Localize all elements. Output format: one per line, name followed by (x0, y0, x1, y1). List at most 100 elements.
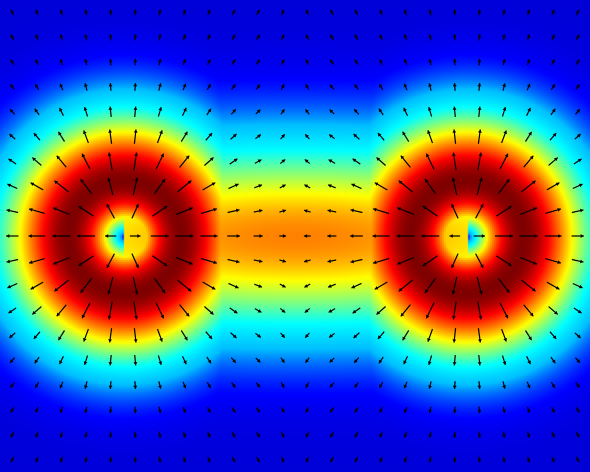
vector-arrow (280, 34, 285, 41)
vector-arrow (350, 208, 363, 214)
vector-arrow (255, 134, 262, 140)
vector-arrow (498, 278, 510, 294)
vector-arrow (354, 84, 359, 90)
vector-arrow (181, 356, 187, 365)
vector-arrow (83, 355, 89, 366)
vector-arrow (9, 84, 15, 90)
vector-arrow (175, 234, 194, 238)
vector-arrow (106, 203, 115, 219)
vector-arrow (9, 108, 16, 115)
vector-arrow (57, 330, 66, 341)
vector-arrow (84, 406, 88, 414)
vector-arrow (477, 381, 482, 389)
vector-arrow (108, 381, 113, 389)
vector-arrow (526, 406, 531, 414)
vector-arrow (427, 355, 433, 366)
vector-arrow (549, 132, 557, 141)
vector-arrow (378, 356, 384, 364)
vector-arrow (230, 357, 237, 364)
vector-arrow (305, 108, 310, 115)
vector-arrow (57, 131, 66, 142)
vector-arrow (379, 9, 383, 16)
vector-arrow (496, 205, 512, 217)
vector-arrow (255, 407, 261, 413)
vector-arrow (8, 158, 17, 165)
vector-arrow (7, 282, 18, 289)
vector-arrow (551, 59, 556, 66)
vector-arrow (551, 9, 555, 16)
vector-arrow (403, 356, 409, 365)
vector-arrow (328, 308, 336, 313)
vector-arrow (182, 9, 187, 16)
vector-arrow (452, 406, 457, 414)
vector-arrow (574, 108, 581, 115)
vector-arrow (207, 59, 211, 66)
vector-arrow (477, 431, 482, 438)
vector-arrow (329, 59, 335, 65)
vector-arrow (376, 157, 386, 166)
vector-arrow (227, 208, 240, 214)
vector-arrow (571, 208, 584, 214)
vector-arrow (328, 332, 335, 338)
vector-arrow (157, 9, 162, 16)
vector-arrow (30, 182, 44, 191)
vector-arrow (229, 307, 238, 314)
vector-arrow (551, 456, 555, 463)
vector-arrow (175, 207, 193, 216)
vector-arrow (574, 133, 582, 140)
vector-arrow (156, 130, 163, 144)
vector-arrow (108, 129, 113, 144)
vector-arrow (30, 281, 44, 290)
vector-arrow (6, 208, 19, 214)
vector-arrow (477, 355, 482, 366)
vector-arrow (452, 129, 457, 144)
vector-arrow (329, 407, 335, 413)
vector-arrow (452, 431, 457, 438)
vector-arrow (350, 258, 363, 264)
vector-arrow (157, 431, 162, 438)
vector-arrow (56, 304, 67, 317)
vector-arrow (280, 456, 285, 463)
vector-arrow (227, 258, 240, 264)
vector-arrow (280, 9, 285, 16)
vector-arrow (131, 253, 140, 269)
vector-arrow (108, 106, 113, 117)
vector-arrow (54, 180, 69, 193)
vector-arrow (575, 59, 580, 66)
vector-arrow (206, 381, 212, 389)
vector-arrow (206, 83, 212, 91)
vector-arrow (475, 253, 484, 269)
vector-arrow (253, 259, 263, 263)
vector-arrow (452, 381, 457, 389)
vector-arrow (452, 301, 457, 320)
vector-arrow (545, 208, 562, 214)
vector-arrow (81, 153, 91, 170)
vector-arrow (280, 332, 286, 339)
vector-arrow (450, 203, 459, 219)
vector-arrow (353, 133, 360, 140)
vector-arrow (34, 59, 39, 66)
vector-arrow (473, 234, 485, 238)
vector-arrow (182, 406, 187, 414)
vector-arrow (77, 234, 95, 238)
vector-arrow (329, 357, 335, 363)
vector-arrow (353, 332, 360, 339)
vector-arrow (378, 108, 384, 116)
vector-arrow (428, 431, 433, 438)
vector-arrow (476, 276, 483, 295)
vector-arrow (428, 34, 433, 41)
vector-arrow (477, 328, 482, 343)
vector-arrow (105, 234, 117, 238)
vector-arrow (279, 234, 287, 238)
vector-arrow (449, 234, 461, 238)
vector-arrow (305, 431, 310, 438)
vector-arrow (428, 58, 433, 66)
vector-arrow (477, 152, 483, 171)
vector-arrow (204, 157, 214, 166)
vector-arrow (7, 183, 18, 190)
vector-arrow (571, 258, 584, 264)
vector-arrow (80, 278, 92, 294)
vector-arrow (548, 306, 559, 315)
vector-arrow (231, 431, 236, 438)
